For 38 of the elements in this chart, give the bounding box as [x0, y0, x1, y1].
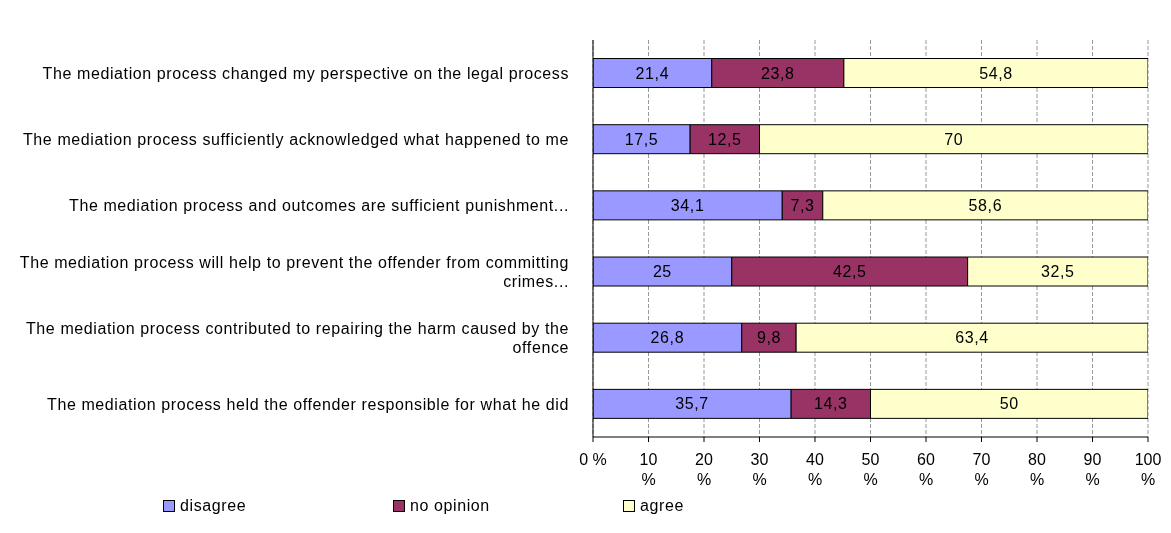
- x-tick-label: 20 %: [695, 450, 713, 488]
- data-label: 58,6: [968, 196, 1003, 214]
- legend-label: agree: [640, 497, 684, 515]
- data-label: 12,5: [708, 130, 742, 148]
- x-tick-label: 90 %: [1083, 450, 1102, 488]
- data-label: 21,4: [635, 64, 670, 82]
- data-label: 7,3: [790, 196, 815, 214]
- data-label: 23,8: [761, 64, 795, 82]
- data-label: 9,8: [756, 329, 781, 347]
- y-tick-label: The mediation process and outcomes are sufficient punishment...: [69, 196, 569, 214]
- legend-label: disagree: [180, 497, 247, 515]
- data-label: 26,8: [650, 329, 685, 347]
- x-tick-label: 70 %: [972, 450, 991, 488]
- data-label: 35,7: [675, 395, 709, 413]
- y-tick-label: The mediation process contributed to repairing the harm caused by the offence: [25, 319, 569, 356]
- data-label: 70: [944, 130, 964, 148]
- x-tick-label: 0 %: [579, 450, 607, 468]
- y-tick-label: The mediation process will help to prevent the offender from committing crimes...: [19, 253, 569, 290]
- y-tick-label: The mediation process changed my perspective on the legal process: [42, 64, 569, 82]
- legend-label: no opinion: [410, 497, 490, 515]
- data-label: 54,8: [979, 64, 1013, 82]
- data-label: 42,5: [832, 263, 867, 281]
- data-label: 32,5: [1041, 263, 1075, 281]
- x-tick-label: 80 %: [1028, 450, 1046, 488]
- data-label: 14,3: [814, 395, 848, 413]
- x-tick-label: 100 %: [1134, 450, 1162, 488]
- x-tick-label: 30 %: [750, 450, 769, 488]
- x-tick-label: 10 %: [639, 450, 658, 488]
- x-tick-label: 40 %: [806, 450, 824, 488]
- y-tick-label: The mediation process held the offender responsible for what he did: [47, 395, 569, 413]
- data-label: 17,5: [624, 130, 659, 148]
- x-tick-label: 60 %: [917, 450, 935, 488]
- data-label: 34,1: [670, 196, 705, 214]
- data-label: 63,4: [955, 329, 989, 347]
- x-tick-label: 50 %: [861, 450, 880, 488]
- data-label: 50: [999, 395, 1019, 413]
- y-tick-label: The mediation process sufficiently acknowledged what happened to me: [23, 130, 569, 148]
- data-label: 25: [652, 263, 672, 281]
